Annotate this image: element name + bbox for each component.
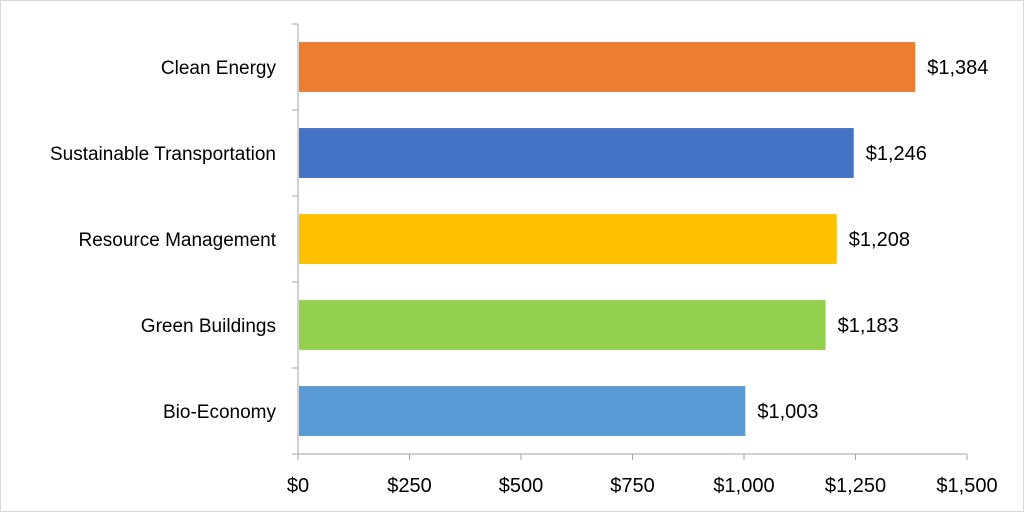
category-label: Green Buildings <box>141 316 276 337</box>
bars-layer <box>299 42 916 436</box>
data-label: $1,246 <box>866 143 927 165</box>
bar <box>299 42 916 92</box>
bar <box>299 386 746 436</box>
x-tick-label: $250 <box>387 475 432 497</box>
x-tick-label: $750 <box>610 475 655 497</box>
category-label: Bio-Economy <box>163 402 276 423</box>
category-label: Sustainable Transportation <box>50 144 276 165</box>
bar <box>299 300 826 350</box>
category-label: Clean Energy <box>161 58 277 79</box>
labels-layer: $0 $250 $500 $750 $1,000 $1,250 $1,500 Clean En… <box>50 57 998 497</box>
data-label: $1,208 <box>849 229 910 251</box>
bar <box>299 214 837 264</box>
data-label: $1,003 <box>757 401 818 423</box>
x-tick-label: $500 <box>499 475 544 497</box>
data-label: $1,384 <box>927 57 988 79</box>
bar <box>299 128 854 178</box>
category-label: Resource Management <box>79 230 277 251</box>
x-tick-label: $1,000 <box>713 475 774 497</box>
x-tick-label: $1,250 <box>825 475 886 497</box>
axes-layer <box>292 23 968 460</box>
x-tick-label: $0 <box>287 475 309 497</box>
data-label: $1,183 <box>838 315 899 337</box>
x-tick-label: $1,500 <box>936 475 997 497</box>
